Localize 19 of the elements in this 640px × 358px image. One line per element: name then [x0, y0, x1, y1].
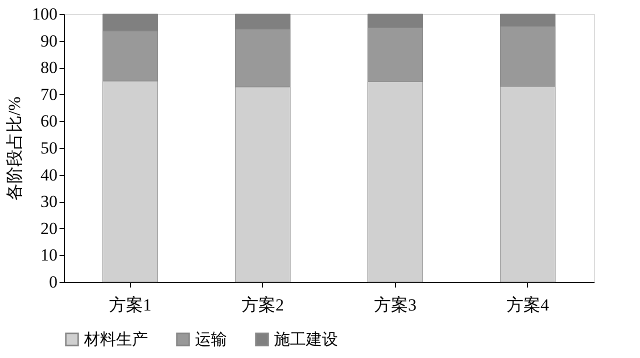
x-tick-label: 方案3 — [374, 296, 416, 314]
y-tick-label: 50 — [40, 138, 58, 158]
legend-label: 运输 — [195, 330, 227, 348]
y-tick-label: 70 — [40, 84, 58, 104]
x-tick-label: 方案2 — [242, 296, 284, 314]
y-tick-label: 0 — [49, 272, 58, 292]
y-tick-label: 60 — [40, 112, 58, 131]
legend-label: 施工建设 — [274, 330, 338, 348]
y-axis-title: 各阶段占比/% — [5, 96, 24, 200]
x-tick-label: 方案4 — [506, 296, 550, 314]
y-tick-label: 10 — [40, 246, 58, 265]
y-tick-label: 80 — [40, 58, 58, 78]
y-tick-label: 40 — [40, 165, 58, 184]
y-tick-label: 20 — [40, 218, 58, 238]
y-tick-label: 100 — [32, 4, 58, 24]
legend-label: 材料生产 — [83, 330, 148, 348]
y-tick-label: 90 — [40, 31, 58, 50]
y-tick-label: 30 — [40, 192, 58, 212]
x-tick-label: 方案1 — [109, 296, 152, 314]
